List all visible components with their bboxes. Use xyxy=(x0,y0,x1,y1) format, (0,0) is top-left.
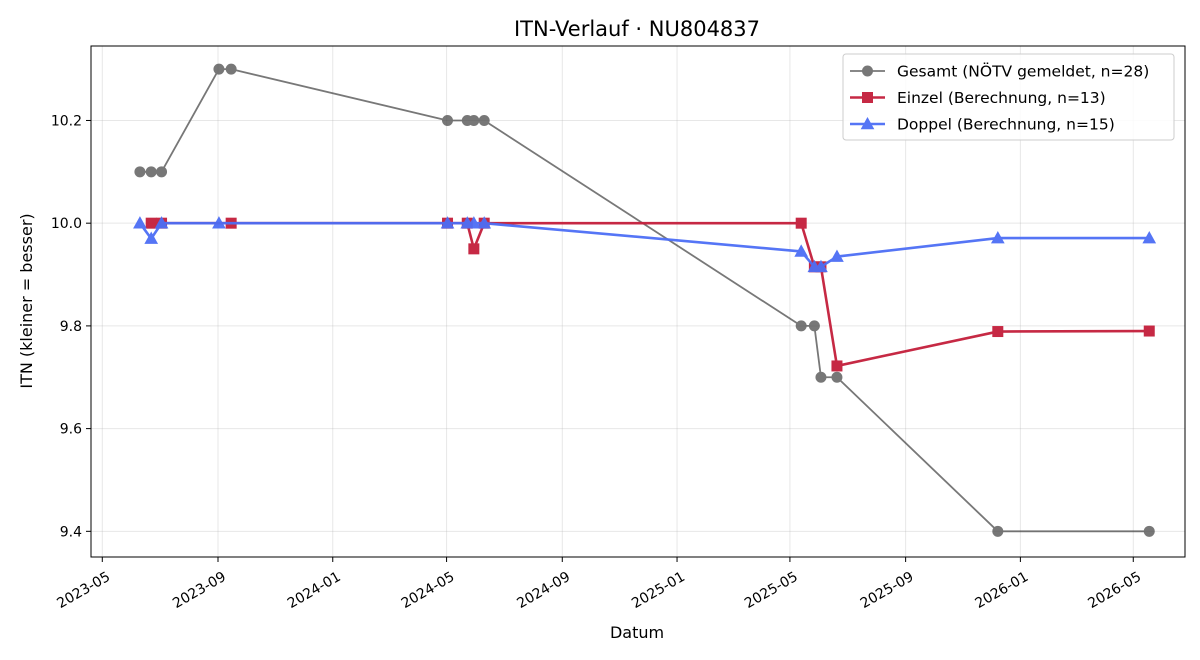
legend-marker xyxy=(862,92,873,103)
x-tick-label: 2025-05 xyxy=(742,569,801,612)
x-tick-label: 2024-05 xyxy=(399,569,458,612)
data-point xyxy=(795,217,807,229)
y-tick-label: 9.8 xyxy=(60,319,82,335)
data-point xyxy=(144,231,159,244)
y-tick-label: 9.4 xyxy=(60,524,82,540)
legend-entry xyxy=(850,116,885,130)
series-triangle xyxy=(133,216,1157,273)
y-tick-label: 10.2 xyxy=(51,113,82,129)
series-circle xyxy=(134,63,1155,537)
chart-title: ITN-Verlauf · NU804837 xyxy=(514,17,760,41)
x-tick-label: 2023-05 xyxy=(54,569,113,612)
series-line xyxy=(138,221,1150,269)
data-point xyxy=(1143,325,1155,337)
plot-frame xyxy=(90,45,1186,558)
x-axis-label: Datum xyxy=(610,623,664,642)
data-point xyxy=(990,231,1005,244)
legend-label: Doppel (Berechnung, n=15) xyxy=(897,116,1115,134)
data-point xyxy=(467,216,481,229)
legend: Gesamt (NÖTV gemeldet, n=28) Einzel (Bere… xyxy=(842,53,1175,141)
legend-marker xyxy=(862,65,873,77)
data-point xyxy=(134,166,146,178)
x-tick-label: 2025-01 xyxy=(629,569,688,612)
data-point xyxy=(831,360,843,372)
series-layer xyxy=(133,63,1157,537)
y-tick-label: 9.6 xyxy=(60,422,82,438)
data-point xyxy=(145,217,157,229)
data-point xyxy=(440,216,455,229)
data-point xyxy=(1142,231,1157,244)
y-axis-label: ITN (kleiner = besser) xyxy=(17,213,36,388)
legend-label: Einzel (Berechnung, n=13) xyxy=(897,89,1106,107)
x-tick-label: 2026-01 xyxy=(973,569,1032,612)
data-point xyxy=(156,166,168,178)
data-point xyxy=(814,259,828,273)
y-axis: 9.4 9.6 9.8 10.0 10.2 xyxy=(51,113,91,540)
data-point xyxy=(442,114,454,126)
legend-marker xyxy=(860,116,875,130)
data-point xyxy=(795,320,807,332)
x-tick-label: 2024-01 xyxy=(285,569,344,612)
data-point xyxy=(992,525,1004,537)
legend-box xyxy=(842,53,1175,141)
legend-entry xyxy=(850,92,885,103)
x-tick-label: 2026-05 xyxy=(1085,569,1144,612)
data-point xyxy=(831,371,843,383)
data-point xyxy=(213,63,225,75)
x-tick-label: 2023-09 xyxy=(170,569,229,612)
legend-entry xyxy=(850,65,885,77)
series-line xyxy=(151,221,1150,368)
data-point xyxy=(794,244,809,257)
data-point xyxy=(830,249,844,262)
data-point xyxy=(477,216,492,229)
y-tick-label: 10.0 xyxy=(51,216,82,232)
x-tick-label: 2024-09 xyxy=(514,569,573,612)
x-tick-label: 2025-09 xyxy=(858,569,917,612)
data-point xyxy=(145,166,157,178)
data-point xyxy=(468,243,480,255)
data-point xyxy=(133,216,147,229)
data-point xyxy=(154,216,169,229)
x-axis: 2023-05 2023-09 2024-01 2024-05 2024-09 2025-… xyxy=(54,557,1144,612)
data-point xyxy=(992,326,1004,338)
data-point xyxy=(468,114,480,126)
data-point xyxy=(478,114,490,126)
data-point xyxy=(225,63,237,75)
data-point xyxy=(1143,525,1155,537)
legend-label: Gesamt (NÖTV gemeldet, n=28) xyxy=(897,62,1149,81)
data-point xyxy=(815,371,827,383)
data-point xyxy=(212,216,226,229)
data-point xyxy=(808,320,820,332)
